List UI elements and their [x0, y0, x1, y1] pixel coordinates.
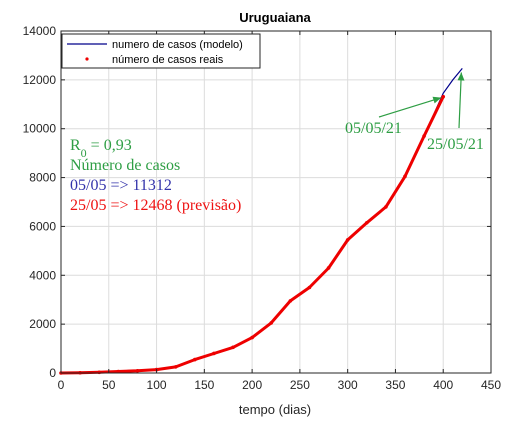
- data-point-real: [326, 266, 331, 270]
- data-point-real: [135, 369, 140, 373]
- data-point-real: [116, 369, 121, 374]
- data-point-real: [173, 365, 178, 369]
- x-tick-label: 400: [433, 378, 453, 392]
- legend-box: [61, 33, 261, 69]
- legend-label-real: número de casos reais: [112, 54, 224, 66]
- data-point-real: [212, 351, 216, 356]
- tick-labels: 0 50 100 150 200 250 300 350 400 450 0 2000 4000 6000…: [23, 24, 502, 392]
- arrowhead-2505: [457, 72, 465, 81]
- chart-title: Uruguaiana: [239, 10, 311, 25]
- x-tick-label: 150: [194, 378, 214, 392]
- arrowhead-0505: [432, 96, 442, 104]
- legend-label-model: numero de casos (modelo): [112, 39, 243, 51]
- x-tick-label: 200: [242, 378, 262, 392]
- legend-swatch-real: [85, 57, 89, 61]
- arrow-2505: [458, 72, 462, 129]
- y-tick-label: 4000: [29, 268, 56, 282]
- data-point-real: [422, 134, 426, 138]
- y-tick-label: 0: [49, 366, 56, 380]
- arrow-0505: [378, 97, 442, 118]
- data-point-real: [403, 174, 407, 179]
- y-tick-label: 2000: [29, 317, 56, 331]
- data-point-real: [231, 345, 235, 350]
- plot-frame: [60, 30, 492, 374]
- annotations: R0 = 0,93 Número de casos 05/05 => 11312…: [70, 72, 484, 214]
- date-2505-label: 25/05/21: [427, 136, 484, 153]
- y-tick-label: 12000: [23, 73, 57, 87]
- data-point-real: [192, 357, 197, 362]
- x-tick-label: 100: [147, 378, 167, 392]
- data-point-real: [97, 370, 102, 375]
- y-tick-label: 14000: [23, 24, 57, 38]
- x-tick-label: 350: [385, 378, 405, 392]
- x-tick-label: 0: [58, 378, 65, 392]
- y-tick-label: 6000: [29, 219, 56, 233]
- date-0505-label: 05/05/21: [345, 120, 402, 137]
- cases-0505-annotation: 05/05 => 11312: [70, 177, 172, 194]
- data-point-real: [384, 205, 388, 209]
- data-point-real: [269, 321, 274, 325]
- y-tick-label: 10000: [23, 122, 57, 136]
- x-tick-label: 50: [102, 378, 116, 392]
- r0-subscript: 0: [81, 146, 87, 160]
- cases-title-annotation: Número de casos: [70, 157, 180, 174]
- data-point-real: [345, 238, 350, 242]
- data-point-real: [250, 335, 254, 340]
- r0-annotation: R0 = 0,93: [70, 137, 132, 160]
- x-tick-label: 300: [338, 378, 358, 392]
- r0-prefix: R: [70, 137, 81, 154]
- legend: numero de casos (modelo) número de casos…: [61, 33, 261, 69]
- data-point-real: [441, 94, 446, 99]
- data-point-real: [288, 299, 293, 303]
- x-tick-label: 250: [290, 378, 310, 392]
- x-axis-label: tempo (dias): [239, 402, 311, 417]
- data-point-real: [307, 285, 312, 290]
- r0-value: = 0,93: [87, 137, 132, 154]
- y-tick-label: 8000: [29, 171, 56, 185]
- cases-2505-annotation: 25/05 => 12468 (previsão): [70, 197, 241, 214]
- series-layer: [59, 68, 463, 375]
- x-tick-label: 450: [481, 378, 501, 392]
- data-point-real: [364, 220, 369, 225]
